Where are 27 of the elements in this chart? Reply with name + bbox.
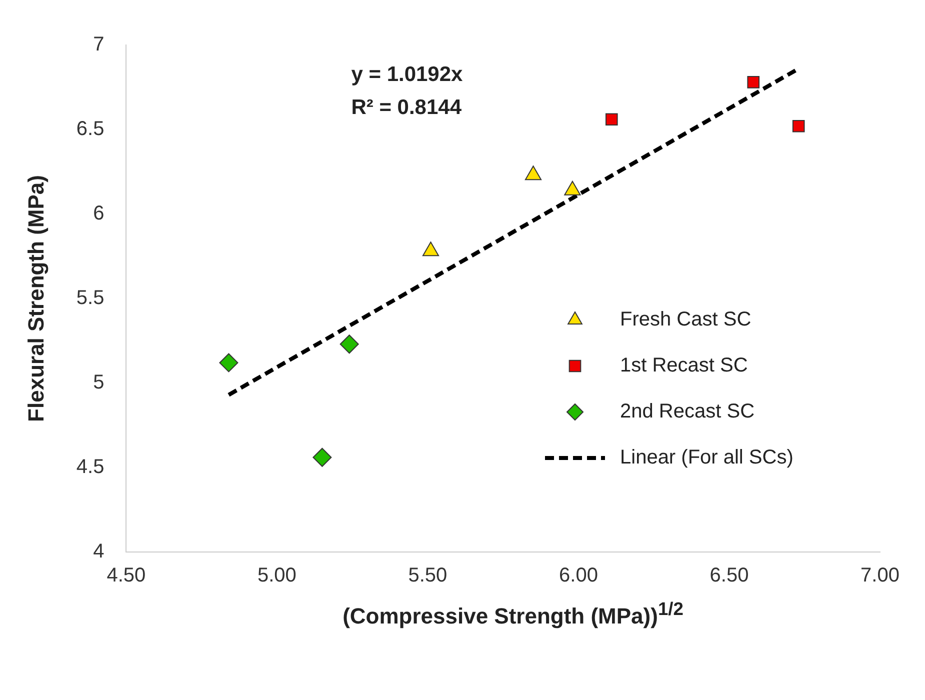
x-axis-title: (Compressive Strength (MPa))$^{1/2}$ xyxy=(342,598,684,630)
annotation: y = 1.0192x xyxy=(351,62,464,86)
y-tick-label: 7 xyxy=(93,34,104,56)
y-tick-label: 5 xyxy=(93,372,104,394)
legend-label: 2nd Recast SC xyxy=(620,400,755,423)
point xyxy=(605,113,618,126)
legend-label: 1st Recast SC xyxy=(620,354,748,377)
point xyxy=(792,120,805,132)
y-tick-label: 6 xyxy=(93,202,104,225)
x-tick-label: 5.50 xyxy=(408,564,448,587)
point xyxy=(747,76,760,88)
point xyxy=(340,334,359,354)
y-tick-label: 5.5 xyxy=(76,287,104,310)
x-tick-label: 4.50 xyxy=(106,564,146,587)
point xyxy=(312,448,332,467)
y-tick-label: 4.5 xyxy=(76,456,104,478)
legend-label: Fresh Cast SC xyxy=(620,308,752,331)
y-tick-label: 4 xyxy=(93,540,104,563)
x-tick-label: 6.50 xyxy=(710,564,749,587)
legend-label: Linear (For all SCs) xyxy=(620,446,794,469)
x-tick-label: 6.00 xyxy=(559,564,598,587)
y-tick-label: 6.5 xyxy=(76,118,104,140)
x-tick-label: 5.00 xyxy=(257,564,296,587)
y-axis-title: Flexural Strength (MPa) xyxy=(23,175,48,422)
x-tick-label: 7.00 xyxy=(860,564,900,587)
point xyxy=(219,353,238,372)
annotation: R² = 0.8144 xyxy=(351,96,462,119)
